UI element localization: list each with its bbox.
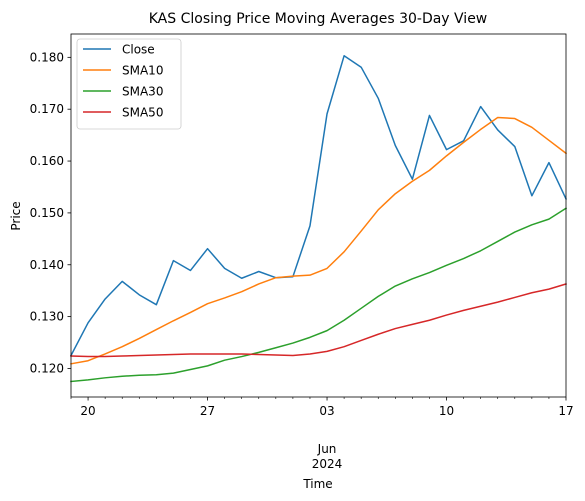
legend-frame xyxy=(76,38,182,130)
y-axis-label: Price xyxy=(9,201,23,230)
x-tick-year-label: 2024 xyxy=(312,457,343,471)
series-line-1 xyxy=(70,116,568,365)
legend-label-2: SMA30 xyxy=(122,85,163,99)
x-tick-label: 17 xyxy=(558,404,573,418)
chart-title: KAS Closing Price Moving Averages 30-Day… xyxy=(149,11,488,27)
legend-label-3: SMA50 xyxy=(122,106,163,120)
y-tick-label: 0.140 xyxy=(30,258,64,272)
y-tick-label: 0.120 xyxy=(30,361,64,375)
y-tick-label: 0.150 xyxy=(30,206,64,220)
x-tick-label: 20 xyxy=(80,404,95,418)
x-axis-ticks: 20 27 03 10 17 xyxy=(70,397,574,418)
y-tick-label: 0.170 xyxy=(30,102,64,116)
legend-label-1: SMA10 xyxy=(122,64,163,78)
x-tick-month-label: Jun xyxy=(317,442,337,456)
x-tick-label: 03 xyxy=(319,404,334,418)
plot-area-frame xyxy=(70,33,567,398)
series-line-3 xyxy=(70,283,567,358)
x-tick-label: 27 xyxy=(200,404,215,418)
legend: Close SMA10 SMA30 SMA50 xyxy=(76,38,182,130)
y-axis-ticks: 0.120 0.130 0.140 0.150 0.160 0.170 0.180 xyxy=(30,50,71,375)
y-tick-label: 0.180 xyxy=(30,50,64,64)
x-axis-label: Time xyxy=(302,477,332,491)
y-tick-label: 0.160 xyxy=(30,154,64,168)
y-tick-label: 0.130 xyxy=(30,310,64,324)
series-line-2 xyxy=(70,207,568,383)
legend-label-0: Close xyxy=(122,43,155,57)
series-line-0 xyxy=(69,55,567,357)
series-layer xyxy=(69,55,568,383)
x-tick-label: 10 xyxy=(439,404,454,418)
